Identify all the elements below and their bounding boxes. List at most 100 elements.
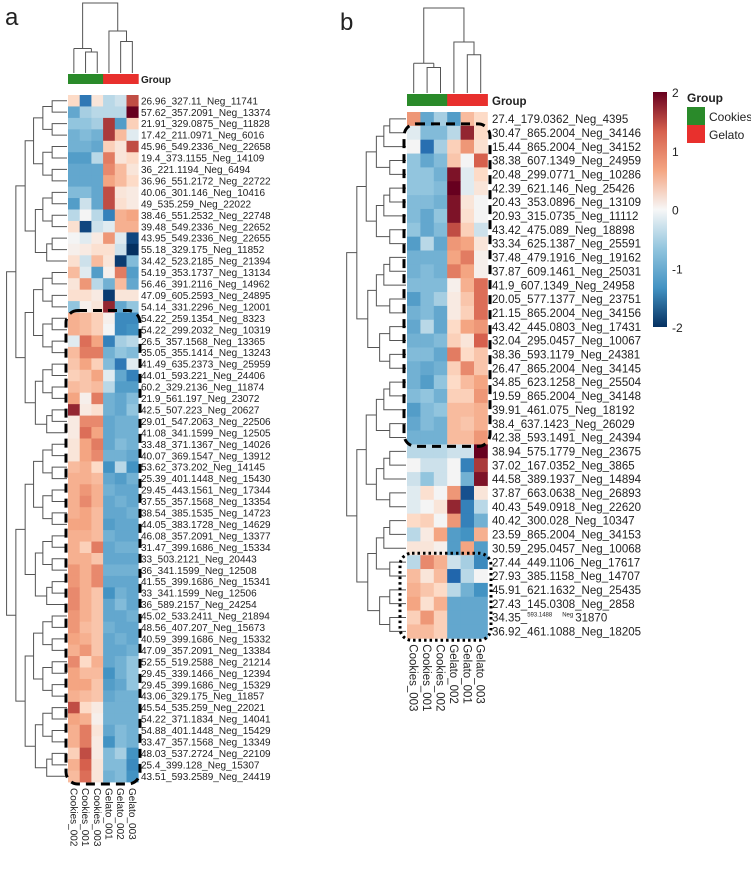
- heatmap-cell: [68, 392, 81, 405]
- heatmap-cell: [103, 461, 116, 474]
- dendrogram-branch: [379, 333, 390, 362]
- heatmap-cell: [114, 324, 127, 336]
- cluster-highlight-box: [64, 309, 142, 786]
- dendrogram-branch: [375, 468, 390, 501]
- heatmap-cell: [460, 499, 475, 515]
- heatmap-cell: [103, 724, 116, 737]
- heatmap-cell: [447, 513, 461, 528]
- heatmap-cell: [79, 392, 92, 405]
- heatmap-cell: [103, 232, 116, 245]
- row-label: 60.2_329.2136_Neg_11874: [141, 383, 265, 394]
- heatmap-cell: [91, 633, 104, 645]
- row-label: 33.48_371.1367_Neg_14026: [141, 440, 271, 451]
- heatmap-cell: [68, 415, 81, 428]
- heatmap-cell: [91, 381, 104, 394]
- heatmap-cell: [447, 569, 461, 584]
- heatmap-cell: [460, 596, 475, 611]
- row-label: 54.19_353.1737_Neg_13134: [141, 268, 271, 279]
- heatmap-cell: [79, 621, 92, 634]
- dendrogram-branch: [42, 449, 53, 474]
- column-label: Gelato_002: [114, 788, 125, 840]
- heatmap-cell: [126, 701, 139, 714]
- heatmap-cell: [126, 278, 139, 291]
- heatmap-cell: [433, 499, 448, 515]
- heatmap-cell: [103, 301, 116, 313]
- heatmap-cell: [447, 444, 461, 459]
- heatmap-cell: [433, 125, 448, 141]
- heatmap-cell: [407, 375, 421, 390]
- heatmap-cell: [68, 369, 81, 382]
- dendrogram-branch: [51, 535, 67, 548]
- heatmap-cell: [126, 656, 139, 668]
- heatmap-cell: [447, 430, 461, 445]
- heatmap-cell: [91, 472, 104, 485]
- dendrogram-branch: [389, 492, 406, 508]
- heatmap-cell: [103, 495, 116, 508]
- heatmap-cell: [126, 575, 139, 588]
- heatmap-cell: [126, 301, 139, 313]
- heatmap-cell: [79, 369, 92, 382]
- heatmap-cell: [433, 472, 448, 487]
- dendrogram-branch: [42, 369, 53, 394]
- heatmap-cell: [91, 243, 104, 256]
- dendrogram-branch: [375, 204, 390, 238]
- heatmap-cell: [68, 404, 81, 416]
- heatmap-cell: [68, 587, 81, 600]
- dendrogram-branch: [51, 168, 67, 182]
- heatmap-cell: [407, 527, 421, 542]
- heatmap-cell: [79, 346, 92, 359]
- dendrogram-branch: [51, 123, 67, 136]
- heatmap-cell: [126, 724, 139, 737]
- heatmap-cell: [447, 333, 461, 348]
- row-label: 47.09_357.2091_Neg_13384: [141, 646, 271, 657]
- dendrogram-branch: [42, 712, 53, 737]
- heatmap-cell: [447, 305, 461, 321]
- dendrogram-branch: [6, 271, 16, 616]
- heatmap-cell: [433, 167, 448, 182]
- row-label: 49_535.259_Neg_22022: [141, 199, 252, 210]
- heatmap-cell: [126, 186, 139, 199]
- legend-label-gelato: Gelato: [709, 128, 745, 142]
- row-label: 38.4_637.1423_Neg_26029: [492, 419, 635, 431]
- heatmap-cell: [91, 610, 104, 623]
- heatmap-cell: [79, 438, 92, 451]
- heatmap-cell: [114, 232, 127, 245]
- heatmap-cell: [68, 335, 81, 348]
- dendrogram-branch: [51, 214, 67, 228]
- heatmap-cell: [433, 375, 448, 390]
- heatmap-cell: [126, 129, 139, 142]
- heatmap-cell: [474, 472, 488, 487]
- heatmap-cell: [407, 333, 421, 348]
- row-label: 38.36_593.1179_Neg_24381: [492, 350, 640, 362]
- heatmap-cell: [103, 690, 116, 703]
- heatmap-cell: [68, 747, 81, 760]
- heatmap-cell: [91, 117, 104, 130]
- heatmap-cell: [420, 402, 435, 418]
- heatmap-cell: [433, 278, 448, 293]
- heatmap-cell: [103, 106, 116, 119]
- heatmap-cell: [79, 404, 92, 416]
- heatmap-cell: [407, 472, 421, 487]
- dendrogram-branch: [51, 409, 67, 422]
- heatmap-cell: [103, 198, 116, 210]
- heatmap-cell: [420, 555, 435, 570]
- heatmap-cell: [126, 95, 139, 107]
- heatmap-cell: [447, 222, 461, 238]
- heatmap-cell: [68, 220, 81, 233]
- heatmap-cell: [79, 324, 92, 336]
- heatmap-cell: [68, 346, 81, 359]
- heatmap-cell: [79, 770, 92, 783]
- heatmap-cell: [433, 222, 448, 238]
- heatmap-cell: [68, 575, 81, 588]
- column-label: Cookies_001: [420, 644, 432, 711]
- heatmap-cell: [407, 569, 421, 584]
- row-label: 27.93_385.1158_Neg_14707: [492, 571, 640, 583]
- heatmap-cell: [407, 292, 421, 307]
- dendrogram-branch: [51, 271, 67, 285]
- heatmap-cell: [447, 527, 461, 542]
- heatmap-cell: [474, 375, 488, 390]
- heatmap-cell: [474, 292, 488, 307]
- heatmap-cell: [114, 736, 127, 749]
- heatmap-cell: [68, 312, 81, 325]
- row-label: 21.91_329.0875_Neg_11828: [141, 119, 270, 130]
